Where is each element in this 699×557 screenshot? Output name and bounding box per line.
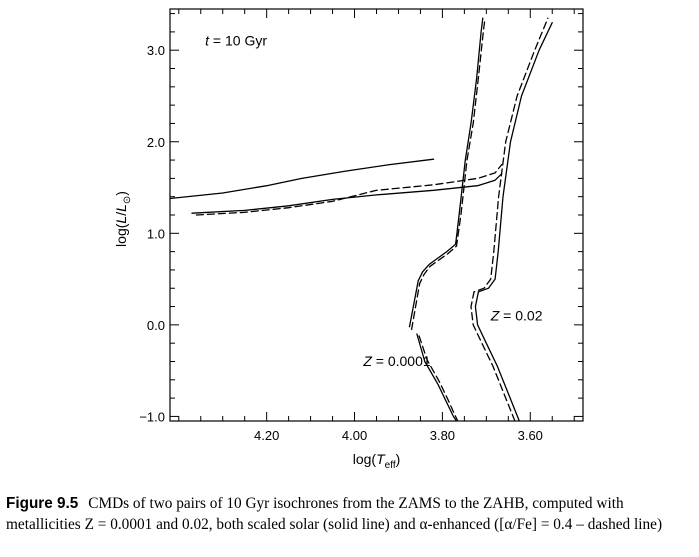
y-tick-label: 1.0 xyxy=(147,226,165,241)
series-line-4-dashed xyxy=(418,335,459,421)
series-line-9-dashed xyxy=(470,17,549,421)
cmd-chart: 4.20 4.00 3.80 3.60 −1.0 0.0 1.0 2.0 3.0 t = 10 … xyxy=(113,8,584,471)
series-line-3-solid xyxy=(416,333,458,421)
y-axis-title: log(L/L⊙) xyxy=(113,191,133,247)
x-tick-label: 3.60 xyxy=(518,428,543,443)
series-line-2-dashed xyxy=(410,17,486,331)
annotation-1: t = 10 Gyr xyxy=(205,33,267,49)
series-line-1-solid xyxy=(408,17,484,328)
series-line-6-solid xyxy=(191,173,503,214)
series-line-7-dashed xyxy=(195,163,503,216)
y-tick-label: 2.0 xyxy=(147,135,165,150)
series-line-5-solid xyxy=(170,158,435,200)
x-tick-label: 3.80 xyxy=(430,428,455,443)
annotation-3: Z = 0.0001 xyxy=(362,353,431,369)
x-tick-label: 4.00 xyxy=(342,428,367,443)
series-line-8-solid xyxy=(474,22,553,421)
annotation-2: Z = 0.02 xyxy=(490,307,543,323)
y-tick-label: 3.0 xyxy=(147,43,165,58)
x-axis-title: log(Teff) xyxy=(353,451,401,471)
caption-text: CMDs of two pairs of 10 Gyr isochrones f… xyxy=(6,495,663,533)
y-tick-label: −1.0 xyxy=(139,409,165,424)
figure-caption: Figure 9.5 CMDs of two pairs of 10 Gyr is… xyxy=(6,493,694,535)
x-tick-label: 4.20 xyxy=(254,428,279,443)
y-tick-label: 0.0 xyxy=(147,318,165,333)
figure-label: Figure 9.5 xyxy=(6,495,79,512)
